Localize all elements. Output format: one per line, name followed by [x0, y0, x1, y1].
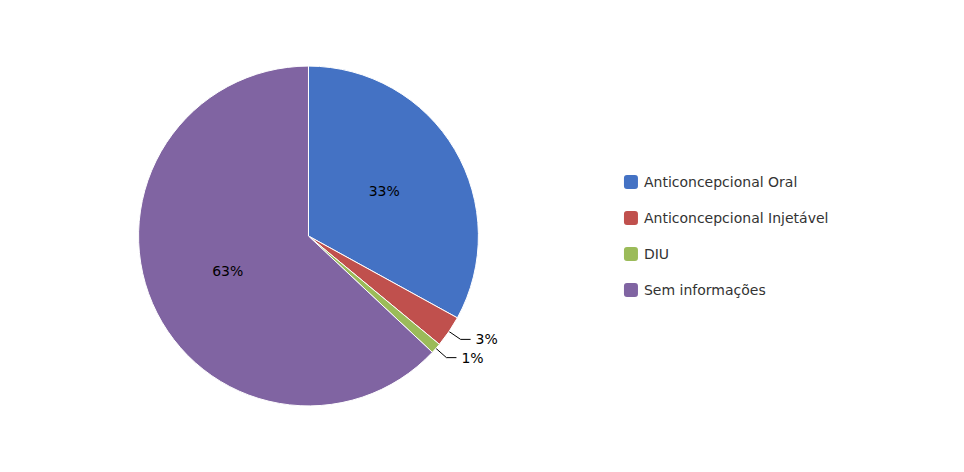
- svg-text:1%: 1%: [461, 350, 483, 366]
- svg-text:Sem informações: Sem informações: [644, 282, 766, 298]
- svg-text:Anticoncepcional Oral: Anticoncepcional Oral: [644, 174, 797, 190]
- svg-text:3%: 3%: [476, 331, 498, 347]
- svg-text:DIU: DIU: [644, 246, 669, 262]
- svg-text:63%: 63%: [212, 263, 243, 279]
- svg-text:Anticoncepcional Injetável: Anticoncepcional Injetável: [644, 210, 828, 226]
- svg-text:33%: 33%: [369, 183, 400, 199]
